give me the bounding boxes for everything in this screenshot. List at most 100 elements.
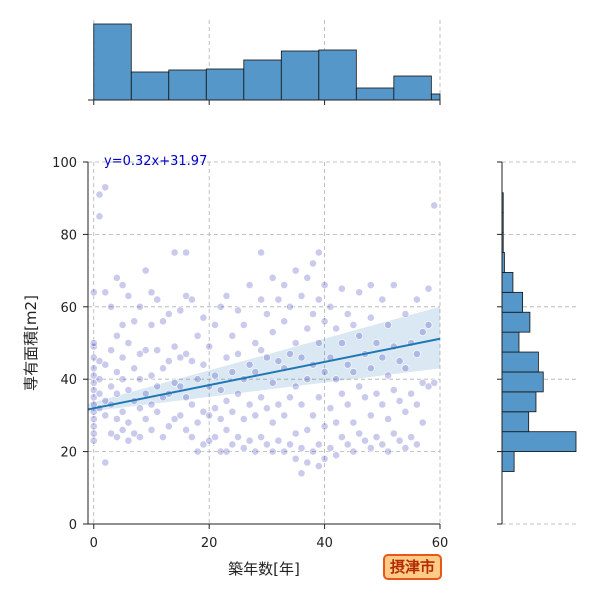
scatter-point <box>141 346 150 355</box>
scatter-point <box>199 360 208 369</box>
scatter-point <box>124 386 133 394</box>
scatter-point <box>182 425 190 434</box>
scatter-point <box>170 378 179 387</box>
scatter-point <box>101 396 110 405</box>
scatter-point <box>89 339 98 347</box>
regression-equation: y=0.32x+31.97 <box>104 154 207 169</box>
scatter-point <box>372 389 381 398</box>
scatter-point <box>280 411 289 420</box>
scatter-point <box>314 295 323 304</box>
scatter-point <box>124 339 133 347</box>
scatter-point <box>118 425 127 434</box>
scatter-point <box>182 393 190 402</box>
scatter-point <box>361 436 369 445</box>
scatter-point <box>407 433 415 441</box>
scatter-point <box>257 295 265 304</box>
scatter-point <box>412 400 421 409</box>
scatter-point <box>257 346 265 355</box>
scatter-point <box>361 393 369 402</box>
scatter-point <box>113 433 121 441</box>
scatter-point <box>309 411 317 420</box>
scatter-point <box>412 440 421 449</box>
scatter-point <box>147 425 156 434</box>
scatter-point <box>234 306 242 315</box>
scatter-point <box>378 295 387 304</box>
scatter-point <box>170 415 179 423</box>
scatter-point <box>107 382 115 391</box>
scatter-point <box>291 454 300 463</box>
scatter-point <box>135 433 144 441</box>
scatter-point <box>107 302 115 311</box>
scatter-point <box>135 349 144 358</box>
scatter-point <box>320 422 329 431</box>
scatter-point <box>320 317 329 326</box>
histogram-bar-x <box>318 49 357 101</box>
scatter-point <box>418 378 427 387</box>
scatter-point <box>187 295 196 304</box>
scatter-point <box>303 324 312 333</box>
scatter-point <box>101 360 110 369</box>
scatter-point <box>141 415 150 423</box>
y-tick-label: 80 <box>60 228 77 243</box>
scatter-point <box>113 368 121 376</box>
scatter-point <box>268 328 277 336</box>
histogram-bar-y <box>501 431 577 453</box>
x-tick-label: 60 <box>432 536 449 551</box>
scatter-point <box>384 320 392 329</box>
scatter-point <box>101 288 110 297</box>
scatter-point <box>216 415 225 423</box>
histogram-bar-x <box>393 75 432 101</box>
scatter-point <box>182 248 190 257</box>
regression-line-group <box>87 337 441 411</box>
scatter-point <box>234 349 242 358</box>
scatter-point <box>147 371 156 380</box>
histogram-bar-y <box>501 451 515 472</box>
scatter-point <box>170 342 179 351</box>
scatter-point <box>286 349 294 358</box>
scatter-point <box>222 425 231 434</box>
scatter-point <box>257 433 265 441</box>
scatter-point <box>89 429 98 438</box>
scatter-point <box>211 320 219 329</box>
scatter-point <box>268 418 277 427</box>
histogram-bar-x <box>205 68 245 101</box>
scatter-point <box>355 382 364 391</box>
scatter-point <box>257 393 265 402</box>
scatter-point <box>187 357 196 365</box>
scatter-point <box>366 313 375 322</box>
scatter-point <box>199 313 208 322</box>
scatter-point <box>430 378 439 387</box>
scatter-point <box>118 407 127 416</box>
scatter-point <box>164 310 173 318</box>
scatter-point <box>268 378 277 387</box>
scatter-point <box>164 422 173 431</box>
scatter-point <box>193 418 202 427</box>
scatter-point <box>205 436 214 445</box>
scatter-point <box>424 382 433 391</box>
scatter-point <box>262 353 271 362</box>
scatter-point <box>366 411 375 420</box>
scatter-point <box>337 284 346 293</box>
scatter-point <box>153 346 162 355</box>
scatter-point <box>228 331 237 340</box>
city-badge: 摂津市 <box>383 554 442 580</box>
scatter-point <box>239 415 248 423</box>
scatter-point <box>326 404 335 413</box>
y-axis-label: 専有面積[m2] <box>22 295 40 391</box>
scatter-point <box>176 411 185 420</box>
histogram-bar-x <box>280 50 320 101</box>
scatter-point <box>101 183 110 192</box>
scatter-point <box>378 353 387 362</box>
scatter-point <box>234 433 242 441</box>
scatter-point <box>222 447 231 456</box>
scatter-point <box>274 357 283 365</box>
scatter-point <box>159 317 167 326</box>
scatter-point <box>95 357 104 365</box>
scatter-point <box>314 440 323 449</box>
scatter-point <box>130 317 139 326</box>
scatter-point <box>95 389 104 398</box>
scatter-point <box>303 375 312 384</box>
scatter-point <box>332 324 340 333</box>
scatter-point <box>135 404 144 413</box>
scatter-point <box>332 375 340 384</box>
